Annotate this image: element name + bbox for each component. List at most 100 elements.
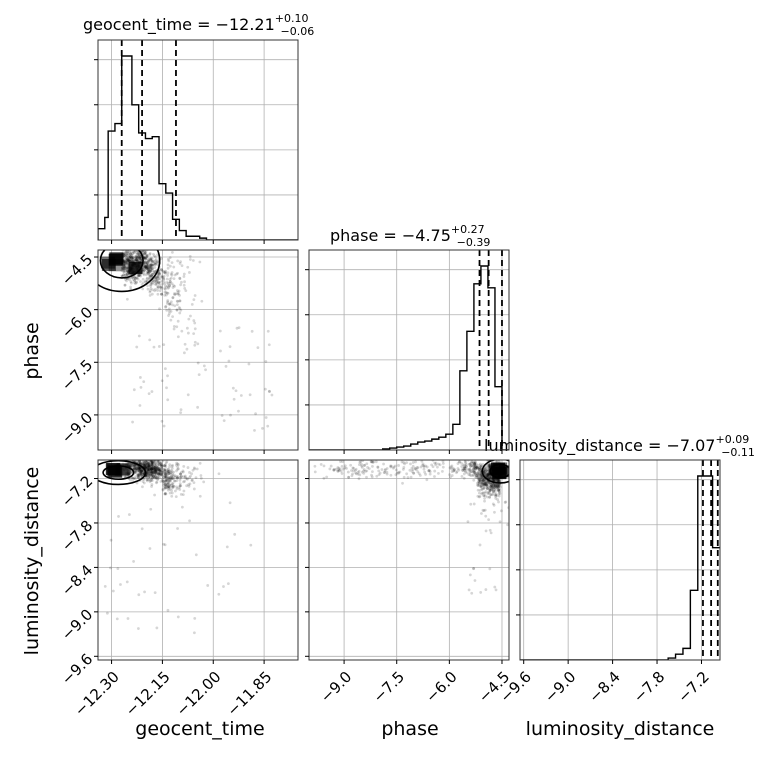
sample-point	[163, 471, 167, 475]
sample-point	[161, 480, 165, 484]
sample-point	[471, 457, 474, 460]
sample-point	[135, 258, 139, 262]
sample-point	[146, 264, 150, 268]
sample-point	[360, 464, 364, 468]
sample-point	[135, 457, 138, 460]
sample-point	[143, 463, 147, 467]
sample-point	[132, 250, 136, 253]
sample-point	[153, 468, 157, 472]
sample-point	[495, 478, 499, 482]
sample-point	[389, 473, 393, 477]
sample-point	[139, 467, 143, 470]
sample-point	[360, 465, 364, 469]
sample-point	[383, 470, 387, 474]
sample-point	[472, 463, 476, 466]
sample-point	[124, 258, 127, 262]
sample-point	[152, 460, 156, 463]
sample-point	[125, 268, 129, 272]
sample-point	[162, 542, 166, 546]
sample-point	[140, 258, 143, 262]
sample-point	[474, 474, 478, 477]
sample-point	[145, 263, 149, 267]
sample-point	[463, 466, 466, 470]
sample-point	[496, 483, 500, 487]
sample-point	[465, 471, 469, 475]
sample-point	[176, 259, 180, 263]
sample-point	[498, 520, 502, 524]
xlabel-luminosity-distance: luminosity_distance	[526, 718, 715, 740]
sample-point	[485, 483, 489, 487]
sample-point	[137, 471, 141, 474]
sample-point	[168, 465, 171, 469]
sample-point	[341, 460, 345, 464]
sample-point	[158, 283, 162, 287]
sample-point	[147, 472, 151, 476]
sample-point	[171, 484, 175, 488]
sample-point	[124, 262, 127, 266]
sample-point	[190, 479, 194, 482]
contour-outer	[481, 460, 509, 484]
sample-point	[149, 465, 153, 469]
sample-point	[163, 492, 167, 495]
sample-point	[155, 280, 159, 284]
sample-point	[484, 483, 487, 486]
sample-point	[167, 485, 171, 489]
sample-point	[157, 468, 160, 472]
sample-point	[182, 475, 185, 479]
sample-point	[159, 462, 163, 466]
sample-point	[149, 467, 152, 470]
sample-point	[145, 465, 149, 469]
sample-point	[441, 462, 445, 465]
sample-point	[175, 308, 179, 312]
sample-point	[168, 282, 172, 285]
sample-point	[151, 263, 155, 267]
sample-point	[496, 498, 500, 501]
sample-point	[142, 251, 146, 255]
sample-point	[484, 473, 487, 477]
sample-point	[153, 465, 156, 469]
sample-point	[397, 464, 400, 467]
sample-point	[266, 424, 270, 428]
sample-point	[153, 466, 157, 470]
sample-point	[184, 476, 188, 480]
sample-point	[198, 260, 202, 264]
sample-point	[152, 269, 156, 273]
sample-point	[134, 258, 138, 262]
sample-point	[475, 465, 479, 469]
sample-point	[156, 478, 159, 482]
sample-point	[137, 465, 140, 469]
sample-point	[481, 478, 485, 481]
sample-point	[146, 266, 150, 270]
sample-point	[133, 276, 137, 280]
x-tick-label: −7.2	[674, 668, 712, 706]
y-tick-label: −7.5	[58, 356, 96, 394]
sample-point	[228, 501, 232, 505]
sample-point	[144, 460, 147, 463]
sample-point	[344, 457, 347, 460]
sample-point	[266, 329, 270, 333]
sample-point	[484, 490, 488, 493]
sample-point	[147, 260, 150, 264]
sample-point	[120, 266, 124, 270]
sample-point	[473, 466, 476, 470]
sample-point	[165, 473, 169, 477]
sample-point	[147, 468, 151, 472]
sample-point	[421, 464, 424, 467]
sample-point	[149, 258, 152, 261]
sample-point	[356, 472, 360, 476]
panel-frame	[308, 459, 510, 661]
sample-point	[469, 464, 472, 468]
sample-point	[264, 416, 268, 419]
sample-point	[165, 478, 169, 482]
sample-point	[147, 465, 151, 468]
sample-point	[172, 477, 176, 480]
sample-point	[127, 242, 130, 245]
sample-point	[153, 266, 157, 269]
sample-point	[383, 468, 387, 472]
sample-point	[136, 259, 140, 263]
sample-point	[153, 476, 156, 480]
sample-point	[169, 479, 173, 483]
sample-point	[133, 250, 137, 253]
sample-point	[126, 255, 130, 259]
sample-point	[131, 477, 135, 480]
